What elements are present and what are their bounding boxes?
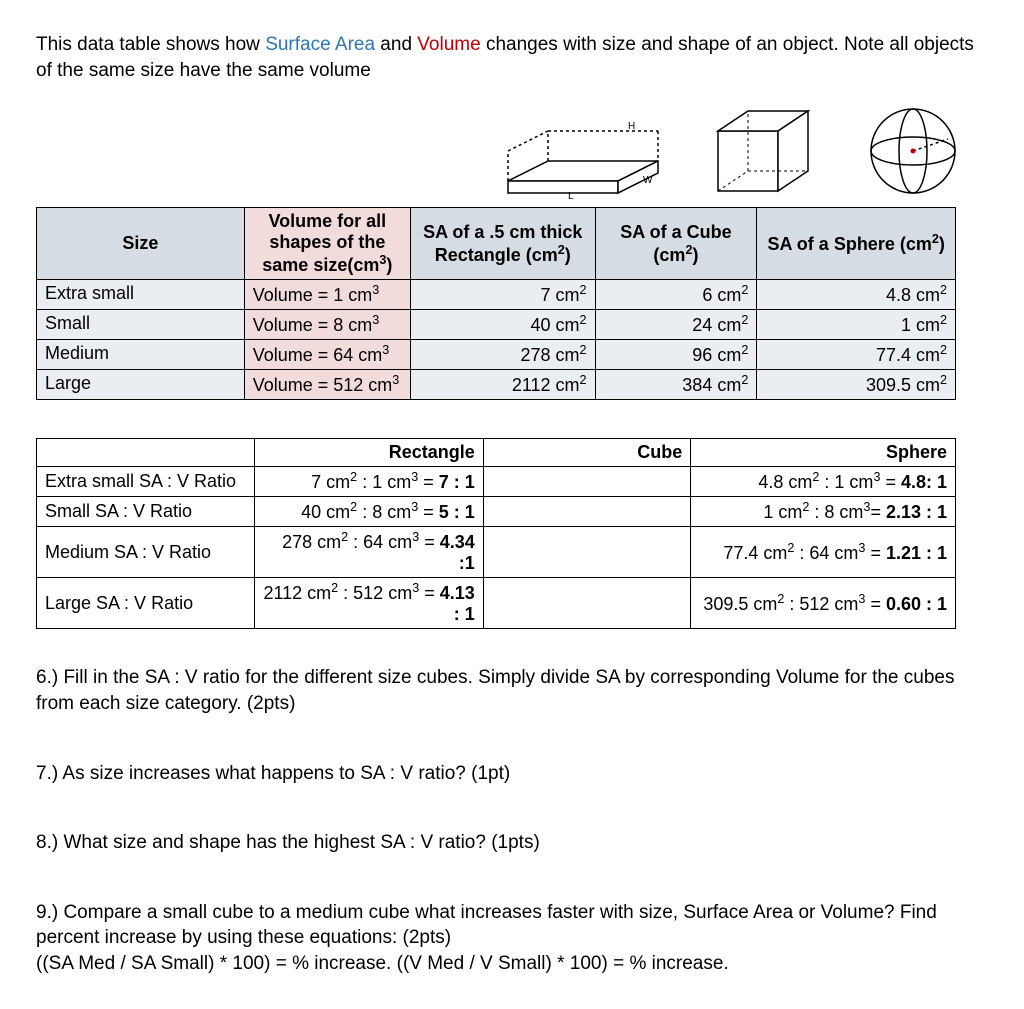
cell-volume: Volume = 8 cm3 [244,310,410,340]
table-row: Small SA : V Ratio 40 cm2 : 8 cm3 = 5 : … [37,497,956,527]
cell-rect: 40 cm2 [410,310,595,340]
ratio-label: Large SA : V Ratio [37,578,255,629]
ratio-cube [483,527,690,578]
cell-size: Small [37,310,245,340]
ratio-rect: 40 cm2 : 8 cm3 = 5 : 1 [255,497,484,527]
ratio-rect: 2112 cm2 : 512 cm3 = 4.13 : 1 [255,578,484,629]
cell-cube: 6 cm2 [595,280,757,310]
cell-volume: Volume = 1 cm3 [244,280,410,310]
cell-size: Medium [37,340,245,370]
sav-ratio-table: Rectangle Cube Sphere Extra small SA : V… [36,438,956,629]
sphere-diagram-icon [858,101,968,201]
col-cube: SA of a Cube (cm2) [595,208,757,280]
intro-text: This data table shows how Surface Area a… [36,32,988,83]
col-sphere2: Sphere [691,439,956,467]
ratio-rect: 7 cm2 : 1 cm3 = 7 : 1 [255,467,484,497]
cell-size: Extra small [37,280,245,310]
table2-body: Extra small SA : V Ratio 7 cm2 : 1 cm3 =… [37,467,956,629]
cell-size: Large [37,370,245,400]
ratio-label: Extra small SA : V Ratio [37,467,255,497]
table-row: Extra small SA : V Ratio 7 cm2 : 1 cm3 =… [37,467,956,497]
sav-data-table: Size Volume for all shapes of the same s… [36,207,956,400]
table-row: Small Volume = 8 cm3 40 cm2 24 cm2 1 cm2 [37,310,956,340]
cell-sphere: 77.4 cm2 [757,340,956,370]
table-row: Medium Volume = 64 cm3 278 cm2 96 cm2 77… [37,340,956,370]
cell-sphere: 1 cm2 [757,310,956,340]
cell-rect: 7 cm2 [410,280,595,310]
question-6: 6.) Fill in the SA : V ratio for the dif… [36,665,988,716]
ratio-cube [483,497,690,527]
kw-volume: Volume [417,34,480,55]
cell-cube: 96 cm2 [595,340,757,370]
col-sphere: SA of a Sphere (cm2) [757,208,956,280]
col-rect2: Rectangle [255,439,484,467]
question-7: 7.) As size increases what happens to SA… [36,761,988,787]
ratio-rect: 278 cm2 : 64 cm3 = 4.34 :1 [255,527,484,578]
label-H: H [628,121,635,132]
ratio-sphere: 309.5 cm2 : 512 cm3 = 0.60 : 1 [691,578,956,629]
cube-diagram-icon [708,101,818,201]
col-size: Size [37,208,245,280]
col-rect: SA of a .5 cm thick Rectangle (cm2) [410,208,595,280]
table-row: Extra small Volume = 1 cm3 7 cm2 6 cm2 4… [37,280,956,310]
kw-surface-area: Surface Area [265,34,375,55]
cell-sphere: 309.5 cm2 [757,370,956,400]
table-row: Medium SA : V Ratio 278 cm2 : 64 cm3 = 4… [37,527,956,578]
cell-rect: 2112 cm2 [410,370,595,400]
cell-volume: Volume = 512 cm3 [244,370,410,400]
cell-rect: 278 cm2 [410,340,595,370]
ratio-cube [483,467,690,497]
cell-cube: 24 cm2 [595,310,757,340]
ratio-cube [483,578,690,629]
table-row: Large SA : V Ratio 2112 cm2 : 512 cm3 = … [37,578,956,629]
col-volume: Volume for all shapes of the same size(c… [244,208,410,280]
cell-sphere: 4.8 cm2 [757,280,956,310]
intro-mid: and [375,34,417,55]
ratio-label: Small SA : V Ratio [37,497,255,527]
ratio-sphere: 4.8 cm2 : 1 cm3 = 4.8: 1 [691,467,956,497]
questions-section: 6.) Fill in the SA : V ratio for the dif… [36,665,988,976]
table-row: Large Volume = 512 cm3 2112 cm2 384 cm2 … [37,370,956,400]
col-cube2: Cube [483,439,690,467]
label-L: L [568,191,574,202]
ratio-sphere: 1 cm2 : 8 cm3= 2.13 : 1 [691,497,956,527]
shape-diagrams: H W L [36,101,988,201]
table1-body: Extra small Volume = 1 cm3 7 cm2 6 cm2 4… [37,280,956,400]
question-9: 9.) Compare a small cube to a medium cub… [36,900,988,977]
ratio-sphere: 77.4 cm2 : 64 cm3 = 1.21 : 1 [691,527,956,578]
intro-prefix: This data table shows how [36,34,265,55]
rectangle-diagram-icon: H W L [498,121,668,201]
ratio-label: Medium SA : V Ratio [37,527,255,578]
label-W: W [643,175,653,186]
cell-cube: 384 cm2 [595,370,757,400]
cell-volume: Volume = 64 cm3 [244,340,410,370]
question-8: 8.) What size and shape has the highest … [36,830,988,856]
